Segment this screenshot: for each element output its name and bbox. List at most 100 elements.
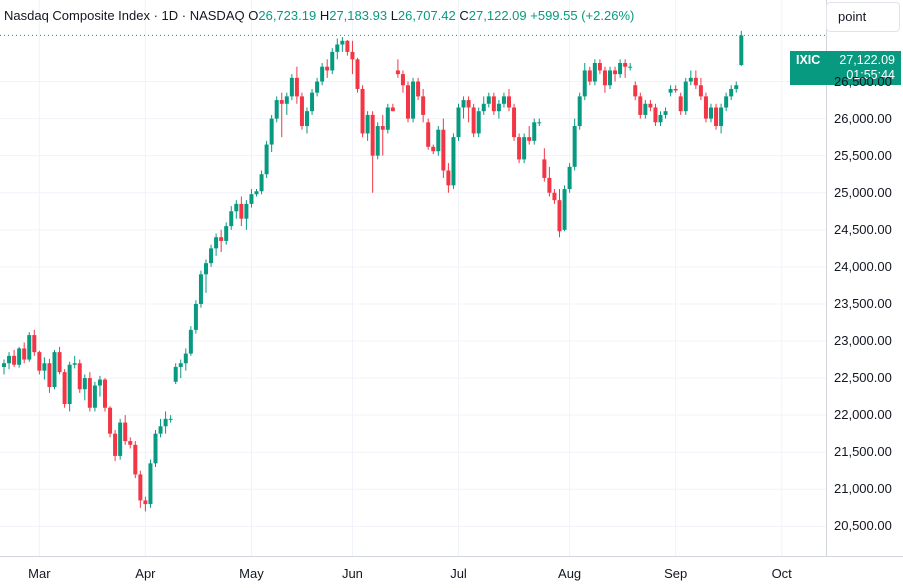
candle: [491, 92, 496, 115]
candle: [648, 100, 653, 112]
candle-body: [57, 352, 62, 373]
candle: [698, 77, 703, 101]
candle: [284, 92, 289, 115]
candle-body: [32, 335, 37, 353]
scale-mode-selector[interactable]: point: [826, 2, 900, 32]
candle-body: [633, 85, 638, 97]
candle-body: [406, 85, 410, 119]
candle-body: [138, 474, 143, 501]
candle: [148, 459, 153, 508]
candle: [542, 148, 547, 182]
candle: [582, 63, 587, 101]
candle: [42, 357, 47, 380]
candle-body: [673, 88, 678, 91]
candle: [456, 103, 461, 141]
legend-low-value: 26,707.42: [397, 8, 456, 23]
y-tick-label: 25,000.00: [834, 184, 892, 200]
candle: [703, 92, 708, 123]
candle: [173, 363, 178, 385]
y-tick-label: 20,500.00: [834, 518, 892, 534]
candle-body: [239, 203, 244, 219]
candle-body: [517, 137, 522, 160]
candle-body: [52, 352, 57, 387]
candle-body: [188, 329, 193, 354]
candle-body: [168, 418, 173, 420]
candle: [299, 92, 304, 130]
candle-body: [143, 500, 148, 505]
candle: [249, 189, 254, 208]
candle: [310, 88, 315, 115]
candle-body: [411, 81, 416, 119]
candle-body: [436, 129, 441, 152]
candle: [714, 103, 719, 130]
candle-body: [209, 248, 214, 264]
candle: [274, 96, 279, 123]
candle: [517, 133, 522, 164]
candle: [496, 100, 501, 119]
legend-high-value: 27,183.93: [329, 8, 388, 23]
candle-body: [582, 70, 587, 97]
candle-body: [466, 100, 471, 108]
candle-body: [7, 355, 12, 364]
candle-body: [441, 129, 446, 171]
candle-body: [355, 59, 360, 89]
candle: [340, 37, 345, 52]
candle-body: [552, 192, 557, 201]
candle: [421, 88, 426, 123]
candle: [67, 361, 72, 412]
candle: [47, 358, 52, 393]
candle-body: [37, 352, 42, 371]
candle: [375, 122, 380, 160]
candle: [638, 92, 643, 119]
candle-body: [123, 422, 128, 442]
candle: [294, 66, 299, 104]
candle-body: [421, 96, 426, 115]
candle: [87, 372, 92, 412]
candle: [431, 144, 436, 155]
candle-body: [12, 355, 17, 365]
candle-body: [613, 70, 618, 75]
candle-body: [97, 379, 102, 386]
candle-body: [683, 81, 688, 112]
candle-body: [198, 274, 203, 304]
candle-body: [567, 166, 572, 190]
candle-body: [572, 126, 577, 167]
candle: [350, 40, 355, 75]
candle: [537, 118, 542, 127]
candle-body: [259, 174, 264, 192]
candle-body: [663, 111, 668, 115]
candle-body: [668, 88, 673, 93]
candle-body: [77, 363, 82, 390]
candle: [522, 133, 527, 164]
candle: [658, 111, 663, 127]
candle-body: [678, 96, 683, 112]
candle: [385, 103, 390, 134]
y-tick-label: 23,000.00: [834, 333, 892, 348]
candle-body: [643, 103, 648, 115]
candle: [209, 244, 214, 267]
candle-body: [416, 81, 421, 97]
candle: [613, 66, 618, 82]
candle-body: [365, 114, 370, 134]
candle-body: [587, 70, 592, 82]
candle-body: [92, 385, 97, 408]
y-tick-label: 21,000.00: [834, 481, 892, 497]
candle-body: [395, 70, 400, 75]
candle-body: [375, 126, 380, 156]
candle: [527, 126, 532, 145]
candle: [103, 378, 107, 412]
candle: [128, 437, 133, 449]
candle-body: [400, 74, 405, 86]
candle-body: [512, 107, 517, 138]
candle: [481, 96, 486, 115]
candle: [12, 349, 17, 367]
candle: [668, 85, 673, 97]
candle-body: [547, 177, 552, 193]
y-tick-label: 26,500.00: [834, 73, 892, 89]
candle: [507, 88, 511, 112]
candle-body: [380, 126, 385, 130]
candle-body: [688, 77, 693, 82]
candle: [400, 70, 405, 93]
candle-body: [527, 137, 532, 141]
candle-body: [638, 96, 643, 115]
